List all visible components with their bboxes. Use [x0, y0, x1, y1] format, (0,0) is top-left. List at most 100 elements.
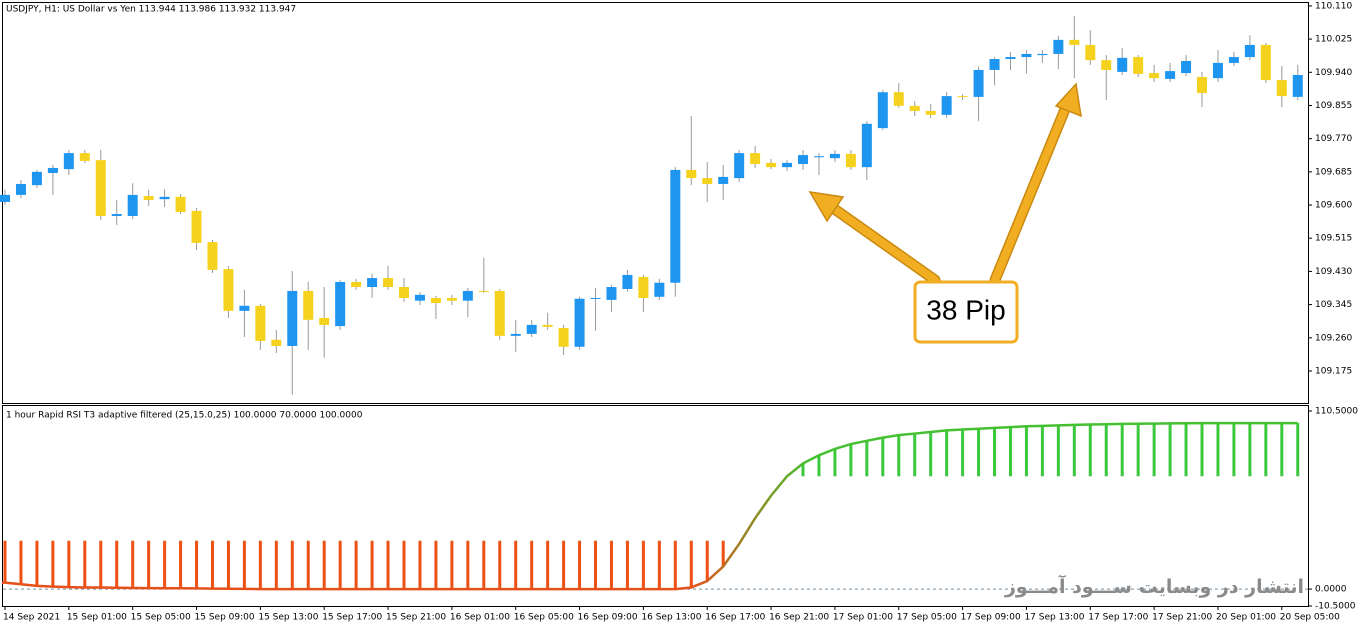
candle-body — [702, 178, 713, 184]
candle-body — [622, 274, 633, 289]
y-tick-label: -10.5000 — [1315, 602, 1356, 612]
x-tick-label: 16 Sep 01:00 — [450, 613, 510, 623]
candle-body — [31, 171, 42, 186]
candle-body — [973, 69, 984, 97]
candle-body — [1101, 60, 1112, 70]
candle-body — [63, 153, 74, 170]
candle-body — [1260, 44, 1271, 81]
x-tick-label: 16 Sep 09:00 — [578, 613, 638, 623]
x-tick-label: 16 Sep 05:00 — [514, 613, 574, 623]
x-tick-label: 15 Sep 21:00 — [386, 613, 446, 623]
x-tick-label: 15 Sep 09:00 — [195, 613, 255, 623]
candle-body — [909, 105, 920, 111]
candle-body — [367, 278, 378, 288]
y-tick-label: 110.025 — [1315, 35, 1352, 45]
candle-body — [0, 194, 10, 202]
candle-body — [526, 324, 537, 334]
candle-body — [606, 287, 617, 300]
candle-body — [191, 210, 202, 243]
candle-body — [1228, 57, 1239, 63]
candle-body — [925, 110, 936, 115]
x-tick-label: 14 Sep 2021 — [3, 613, 60, 623]
candle-body — [1165, 71, 1176, 79]
candle-body — [718, 176, 729, 184]
candle-body — [558, 328, 569, 347]
candle-body — [654, 282, 665, 297]
x-tick-label: 15 Sep 05:00 — [131, 613, 191, 623]
candle-body — [271, 339, 282, 346]
indicator-title: 1 hour Rapid RSI T3 adaptive filtered (2… — [6, 411, 363, 421]
candle-body — [845, 153, 856, 168]
candle-body — [1244, 44, 1255, 58]
indicator-line — [2, 421, 1298, 591]
x-tick-label: 17 Sep 13:00 — [1024, 613, 1084, 623]
candle-body — [494, 290, 505, 336]
candle-body — [478, 290, 489, 292]
y-tick-label: 110.110 — [1315, 1, 1352, 11]
candle-body — [734, 153, 745, 179]
candle-body — [462, 290, 473, 301]
candle-body — [1053, 39, 1064, 54]
y-tick-label: 109.515 — [1315, 234, 1352, 244]
candle-body — [1069, 39, 1080, 45]
candle-body — [159, 196, 170, 200]
price-pane — [2, 2, 1309, 404]
chart-title: USDJPY, H1: US Dollar vs Yen 113.944 113… — [6, 5, 296, 15]
x-tick-label: 15 Sep 17:00 — [322, 613, 382, 623]
candle-body — [303, 290, 314, 320]
candle-body — [207, 242, 218, 270]
candle-body — [989, 59, 1000, 70]
candle-body — [175, 196, 186, 213]
candle-body — [15, 183, 26, 195]
candle-body — [383, 278, 394, 288]
candle-body — [1276, 80, 1287, 97]
candle-body — [335, 281, 346, 327]
x-tick-label: 16 Sep 17:00 — [705, 613, 765, 623]
y-tick-label: 109.260 — [1315, 333, 1352, 343]
y-tick-label: 109.345 — [1315, 300, 1352, 310]
candle-body — [1149, 73, 1160, 79]
candle-body — [670, 169, 681, 283]
x-tick-label: 15 Sep 01:00 — [67, 613, 127, 623]
candle-body — [1181, 60, 1192, 74]
candle-body — [255, 305, 266, 341]
x-tick-label: 17 Sep 09:00 — [961, 613, 1021, 623]
y-tick-label: 109.430 — [1315, 267, 1352, 277]
candle-body — [1133, 57, 1144, 74]
candle-body — [1197, 76, 1207, 93]
x-tick-label: 17 Sep 21:00 — [1152, 613, 1212, 623]
candle-body — [638, 276, 649, 298]
watermark: انتشار در وبسایت ســـود آمـــوز — [1004, 576, 1304, 598]
candle-body — [47, 167, 58, 174]
candle-body — [782, 162, 793, 168]
x-tick-label: 17 Sep 05:00 — [897, 613, 957, 623]
y-tick-label: 0.0000 — [1315, 585, 1347, 595]
indicator-pane — [2, 405, 1309, 607]
x-tick-label: 16 Sep 13:00 — [641, 613, 701, 623]
candle-body — [574, 298, 585, 347]
y-tick-label: 109.685 — [1315, 167, 1352, 177]
y-tick-label: 109.770 — [1315, 134, 1352, 144]
annotation-arrows — [808, 82, 1082, 344]
x-tick-label: 16 Sep 21:00 — [769, 613, 829, 623]
y-tick-label: 110.5000 — [1315, 406, 1358, 416]
x-tick-label: 17 Sep 17:00 — [1088, 613, 1148, 623]
candle-body — [1117, 57, 1128, 72]
candle-body — [590, 297, 601, 299]
candle-body — [351, 281, 362, 288]
candle-body — [287, 290, 298, 346]
candle-body — [798, 155, 808, 165]
candle-body — [1005, 57, 1016, 60]
candle-body — [766, 162, 777, 168]
candle-body — [1037, 53, 1048, 56]
candle-body — [542, 324, 553, 327]
candle-body — [1085, 44, 1096, 61]
candle-body — [941, 96, 952, 115]
candle-body — [877, 92, 888, 129]
y-tick-label: 109.940 — [1315, 68, 1352, 78]
candle-body — [813, 156, 824, 158]
candle-body — [143, 196, 154, 200]
candle-body — [893, 92, 904, 106]
